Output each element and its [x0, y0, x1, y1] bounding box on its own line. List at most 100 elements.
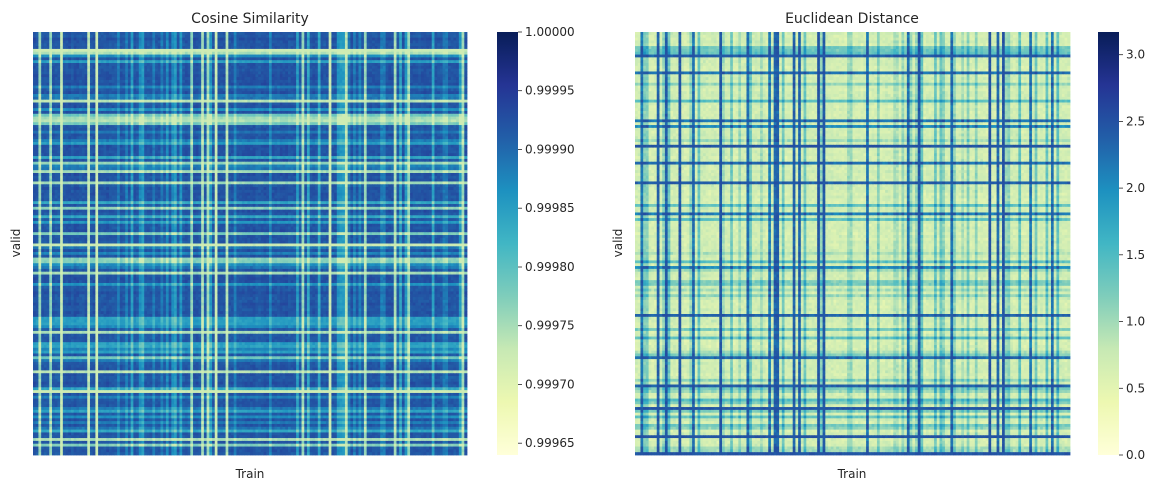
heatmap-cell [198, 96, 202, 101]
heatmap-cell [304, 71, 308, 75]
heatmap-cell [434, 68, 438, 72]
heatmap-cell [114, 34, 118, 39]
heatmap-cell [84, 77, 88, 81]
heatmap-cell [220, 99, 224, 103]
heatmap-cell [453, 105, 457, 109]
heatmap-cell [448, 51, 452, 55]
heatmap-cell [68, 102, 72, 106]
heatmap-cell [339, 99, 343, 103]
heatmap-cell [344, 79, 349, 84]
heatmap-cell [214, 43, 218, 47]
heatmap-cell [193, 116, 197, 120]
heatmap-cell [290, 102, 294, 106]
heatmap-cell [363, 102, 368, 106]
heatmap-cell [65, 65, 69, 70]
heatmap-cell [250, 40, 254, 44]
heatmap-cell [290, 108, 294, 112]
heatmap-cell [431, 88, 435, 92]
heatmap-cell [336, 108, 340, 112]
heatmap-cell [76, 60, 80, 64]
heatmap-cell [149, 102, 153, 106]
heatmap-cell [127, 96, 132, 101]
heatmap-cell [274, 94, 278, 98]
heatmap-cell [350, 105, 354, 109]
heatmap-cell [114, 57, 118, 61]
heatmap-cell [119, 54, 123, 58]
heatmap-cell [415, 113, 419, 117]
heatmap-cell [391, 116, 395, 120]
heatmap-cell [353, 71, 357, 75]
heatmap-cell [141, 110, 145, 115]
heatmap-cell [374, 110, 378, 115]
heatmap-cell [396, 88, 400, 92]
heatmap-cell [89, 54, 94, 58]
heatmap-cell [33, 34, 37, 39]
heatmap-cell [391, 32, 395, 36]
heatmap-cell [236, 46, 240, 50]
heatmap-cell [279, 79, 283, 84]
heatmap-cell [274, 37, 278, 41]
heatmap-cell [336, 79, 340, 84]
heatmap-cell [274, 60, 278, 64]
heatmap-cell [187, 40, 191, 44]
heatmap-cell [323, 88, 327, 92]
heatmap-cell [239, 54, 243, 58]
heatmap-cell [372, 94, 376, 98]
heatmap-cell [399, 32, 403, 36]
heatmap-cell [157, 34, 161, 39]
heatmap-cell [193, 34, 197, 39]
heatmap-cell [152, 116, 156, 120]
heatmap-cell [117, 82, 121, 86]
heatmap-cell [239, 113, 243, 117]
cosine-panel: Cosine Similarity Train valid 1.000000.9… [9, 11, 575, 481]
heatmap-cell [385, 91, 389, 95]
heatmap-cell [144, 57, 148, 61]
heatmap-cell [171, 68, 175, 72]
heatmap-cell [347, 54, 351, 58]
heatmap-cell [155, 63, 159, 67]
heatmap-cell [309, 79, 313, 84]
heatmap-cell [279, 51, 283, 55]
heatmap-cell [214, 113, 218, 117]
heatmap-cell [241, 37, 245, 41]
heatmap-cell [144, 34, 148, 39]
heatmap-cell [65, 79, 69, 84]
heatmap-cell [174, 48, 178, 53]
heatmap-cell [450, 51, 454, 55]
heatmap-cell [179, 99, 183, 103]
heatmap-cell [250, 91, 254, 95]
heatmap-cell [255, 46, 259, 50]
heatmap-cell [391, 94, 395, 98]
heatmap-cell [429, 43, 433, 47]
heatmap-cell [117, 88, 121, 92]
heatmap-cell [331, 82, 335, 86]
heatmap-cell [263, 96, 267, 101]
heatmap-cell [76, 74, 80, 78]
heatmap-cell [228, 43, 232, 47]
heatmap-cell [250, 37, 254, 41]
heatmap-cell [298, 105, 302, 109]
heatmap-cell [263, 116, 267, 120]
heatmap-cell [339, 51, 343, 55]
heatmap-cell [141, 40, 145, 44]
heatmap-cell [407, 85, 411, 89]
heatmap-cell [334, 37, 338, 41]
heatmap-cell [315, 99, 319, 103]
heatmap-cell [49, 57, 53, 61]
heatmap-cell [176, 34, 180, 39]
heatmap-cell [287, 77, 292, 81]
heatmap-cell [274, 71, 278, 75]
heatmap-cell [304, 48, 308, 53]
heatmap-cell [369, 94, 373, 98]
heatmap-cell [317, 85, 321, 89]
heatmap-cell [374, 88, 378, 92]
heatmap-cell [296, 79, 300, 84]
heatmap-cell [122, 96, 126, 101]
heatmap-cell [448, 85, 452, 89]
heatmap-cell [108, 43, 113, 47]
heatmap-cell [282, 91, 286, 95]
heatmap-cell [396, 113, 400, 117]
heatmap-cell [247, 43, 251, 47]
heatmap-cell [401, 32, 406, 36]
heatmap-cell [347, 105, 351, 109]
